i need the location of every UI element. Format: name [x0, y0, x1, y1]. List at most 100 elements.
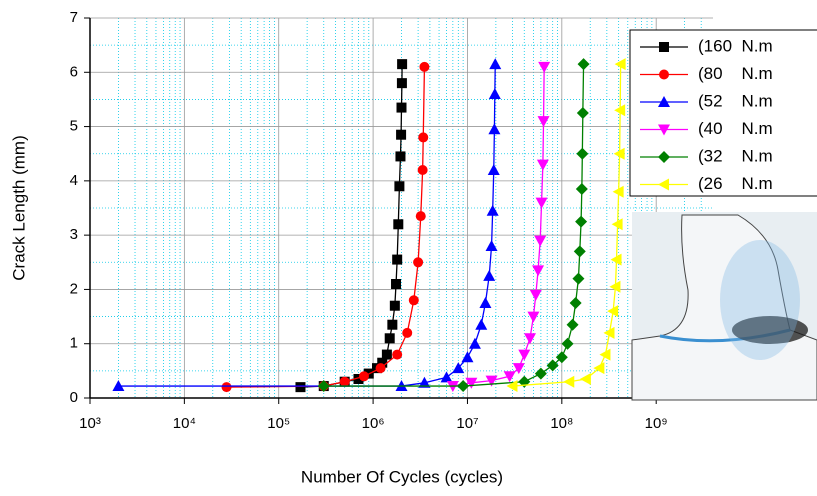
- y-tick-label: 4: [70, 172, 78, 189]
- data-point: [579, 373, 591, 385]
- data-point: [353, 374, 364, 384]
- data-point: [486, 204, 499, 216]
- data-point: [475, 318, 488, 330]
- data-point: [396, 102, 407, 113]
- data-point: [506, 380, 518, 393]
- data-point: [457, 380, 470, 393]
- data-point: [534, 235, 547, 247]
- data-point: [512, 363, 525, 375]
- data-point: [391, 279, 402, 289]
- data-point: [384, 333, 395, 344]
- data-point: [358, 371, 369, 382]
- data-point: [593, 362, 605, 375]
- axes: 10³ 10⁴ 10⁵ 10⁶ 10⁷ 10⁸ 10⁹ 0 1 2 3 4 5 6 7: [70, 9, 713, 432]
- legend-marker: [659, 69, 669, 80]
- data-point: [221, 382, 232, 393]
- y-tick-label: 7: [70, 9, 78, 26]
- data-point: [395, 151, 406, 162]
- data-point: [487, 164, 500, 175]
- plot-marks: [112, 58, 626, 393]
- data-point: [523, 333, 536, 345]
- data-point: [609, 280, 621, 293]
- data-point: [393, 219, 404, 230]
- y-tick-label: 5: [70, 118, 78, 135]
- data-point: [538, 61, 551, 73]
- data-point: [614, 104, 626, 117]
- data-point: [485, 240, 498, 251]
- y-axis-title: Crack Length (mm): [9, 135, 28, 280]
- legend-marker: [658, 151, 670, 163]
- y-tick-label: 3: [70, 226, 78, 243]
- data-point: [377, 357, 388, 368]
- data-point: [576, 107, 589, 119]
- data-point: [468, 337, 481, 349]
- data-point: [610, 253, 622, 266]
- x-tick-label: 10⁷: [456, 415, 478, 432]
- data-point: [381, 349, 392, 360]
- x-axis-title: Number Of Cycles (cycles): [301, 467, 503, 486]
- data-point: [599, 348, 611, 361]
- data-point: [415, 211, 426, 222]
- legend-label: (26 N.m: [698, 174, 773, 193]
- legend-label: (32 N.m: [698, 146, 773, 165]
- data-point: [396, 78, 407, 89]
- x-tick-label: 10⁹: [645, 415, 668, 432]
- data-point: [402, 327, 413, 338]
- legend-label: (52 N.m: [698, 91, 773, 110]
- data-point: [577, 58, 590, 71]
- data-point: [576, 147, 589, 160]
- weld-shape: [631, 214, 817, 401]
- legend-marker: [658, 178, 669, 191]
- data-point: [396, 129, 407, 140]
- data-point: [614, 58, 626, 71]
- data-point: [418, 132, 429, 143]
- data-point: [408, 295, 419, 306]
- data-point: [518, 349, 531, 361]
- data-point: [452, 362, 465, 374]
- legend-label: (160 N.m: [698, 36, 773, 55]
- data-point: [575, 183, 588, 195]
- legend-marker: [658, 96, 670, 107]
- data-point: [461, 351, 474, 363]
- y-tick-label: 6: [70, 63, 78, 80]
- data-point: [572, 272, 585, 285]
- data-point: [503, 371, 516, 383]
- legend-box: [629, 29, 817, 197]
- data-point: [394, 181, 405, 192]
- data-point: [569, 297, 582, 309]
- data-point: [489, 58, 502, 70]
- data-point: [612, 185, 624, 198]
- data-point: [535, 197, 548, 209]
- stress-field: [720, 240, 800, 360]
- data-point: [479, 297, 492, 308]
- series-line: [323, 64, 585, 387]
- x-tick-label: 10⁸: [550, 415, 573, 432]
- data-point: [527, 311, 540, 323]
- data-point: [483, 269, 496, 281]
- x-tick-label: 10⁵: [267, 415, 290, 432]
- data-point: [375, 363, 386, 374]
- y-tick-label: 1: [70, 335, 78, 352]
- data-point: [397, 59, 408, 70]
- data-point: [295, 382, 306, 393]
- legend-marker: [659, 42, 669, 52]
- data-point: [607, 305, 619, 318]
- data-point: [529, 289, 542, 301]
- legend: (160 N.m (80 N.m (52 N.m (40 N.m (32 N.m (26 …: [629, 29, 817, 197]
- legend-label: (80 N.m: [698, 64, 773, 83]
- data-point: [392, 254, 403, 265]
- data-point: [339, 376, 350, 387]
- data-point: [611, 218, 623, 231]
- data-point: [603, 326, 615, 339]
- data-point: [488, 123, 501, 135]
- data-point: [561, 337, 574, 350]
- data-point: [485, 375, 498, 387]
- inset-image: [631, 212, 817, 401]
- data-point: [465, 377, 478, 389]
- x-tick-label: 10³: [79, 415, 101, 432]
- data-point: [418, 376, 431, 388]
- data-point: [532, 265, 545, 277]
- legend-marker: [658, 124, 670, 136]
